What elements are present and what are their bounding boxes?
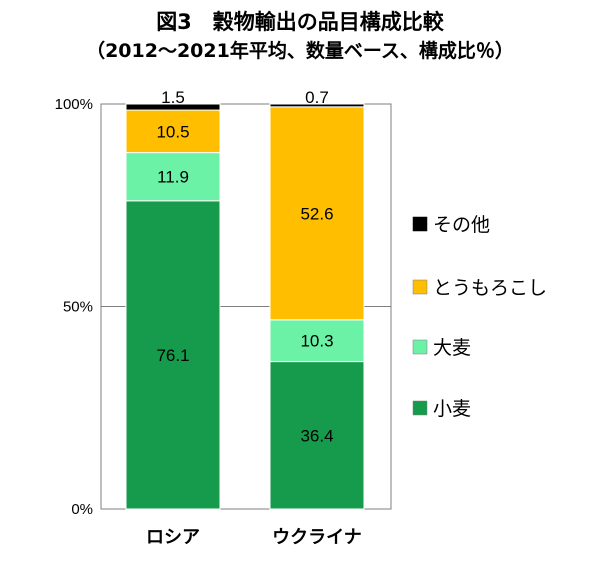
y-tick-label: 100%: [55, 96, 93, 113]
bar-segment: [269, 103, 365, 108]
data-label: 76.1: [156, 346, 189, 365]
data-label: 11.9: [157, 168, 189, 187]
bar-segment: [269, 361, 365, 510]
bar-segment: [269, 106, 365, 321]
y-tick-label: 0%: [71, 501, 93, 518]
y-tick-label: 50%: [63, 299, 93, 316]
legend-label: とうもろこし: [433, 277, 547, 299]
bar-segment: [269, 319, 365, 363]
data-label: 10.5: [156, 122, 189, 141]
x-category-label: ウクライナ: [272, 527, 362, 548]
legend-swatch: [412, 216, 428, 232]
data-label: 52.6: [300, 204, 333, 223]
chart-title: 図3 穀物輸出の品目構成比較: [156, 10, 444, 34]
data-label: 10.3: [300, 332, 333, 351]
legend-swatch: [412, 400, 428, 416]
bar-segment: [125, 152, 221, 202]
bar-segment: [125, 109, 221, 154]
legend-label: 小麦: [433, 398, 471, 420]
legend-swatch: [412, 339, 428, 355]
legend-label: その他: [433, 214, 490, 236]
data-label: 1.5: [161, 88, 185, 107]
x-category-label: ロシア: [146, 527, 200, 548]
chart-subtitle: （2012～2021年平均、数量ベース、構成比％）: [86, 40, 514, 62]
legend-swatch: [412, 279, 428, 295]
data-label: 0.7: [305, 88, 329, 107]
data-label: 36.4: [300, 426, 333, 445]
legend-label: 大麦: [433, 337, 471, 359]
bar-segment: [125, 103, 221, 111]
